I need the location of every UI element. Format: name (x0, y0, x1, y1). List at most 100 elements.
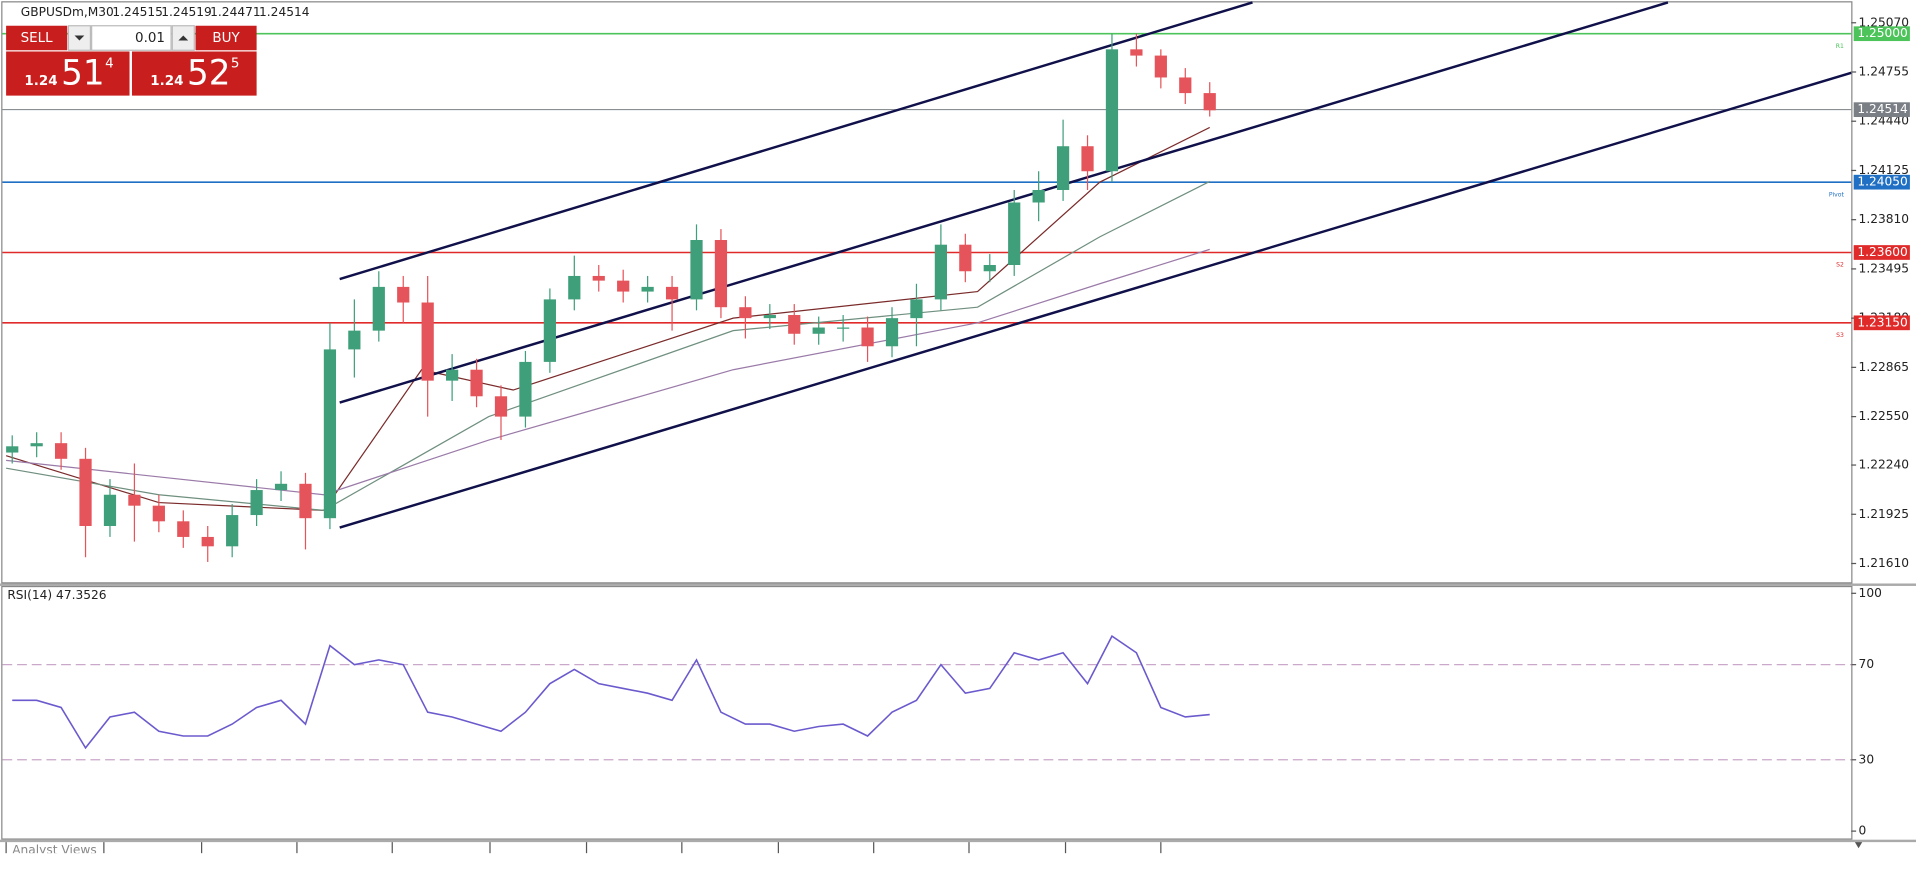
y-tick-label: 1.22240 (1859, 458, 1909, 472)
level-box (1853, 315, 1910, 331)
buy-price-box[interactable] (131, 51, 257, 96)
price-pips: 52 (187, 53, 231, 93)
buy-button[interactable] (195, 25, 257, 51)
candle-body (1154, 55, 1167, 78)
y-tick-label: 30 (1859, 752, 1875, 766)
candle-body (1203, 93, 1216, 111)
candle-body (1081, 146, 1094, 172)
candle-body (1008, 202, 1021, 266)
lot-value: 0.01 (135, 31, 165, 46)
y-tick-label: 1.24755 (1859, 64, 1909, 78)
candle-body (714, 240, 728, 308)
level-box (1853, 26, 1910, 42)
y-tick-label: 1.21925 (1859, 507, 1909, 521)
candle-body (690, 240, 703, 300)
candle-body (641, 286, 654, 292)
separator (0, 839, 1916, 843)
candle-body (494, 396, 508, 417)
candle-body (103, 494, 117, 526)
y-tick-label: 1.23810 (1859, 212, 1909, 226)
ohlc: 1.24519 (161, 5, 211, 19)
candle-body (788, 315, 801, 334)
symbol: GBPUSDm,M30 (21, 5, 114, 19)
candle-body (79, 458, 92, 526)
candle-body (201, 536, 214, 547)
candle-body (421, 302, 434, 381)
candle-body (128, 494, 141, 506)
level-box (1853, 174, 1910, 190)
channel-line (339, 1, 1669, 404)
price-point: 5 (231, 57, 240, 72)
candle-body (519, 361, 532, 417)
candle-body (934, 244, 948, 300)
candle-body (323, 349, 337, 519)
sell-label: SELL (21, 31, 53, 46)
candle-body (543, 299, 556, 362)
y-tick-label: 1.25070 (1859, 15, 1909, 29)
candle-body (763, 315, 776, 319)
ohlc: 1.24515 (112, 5, 162, 19)
candle-body (54, 443, 68, 459)
arrow (74, 35, 85, 41)
ohlc: 1.24471 (210, 5, 260, 19)
y-tick-label: 70 (1859, 657, 1875, 671)
channel-line (339, 1, 1253, 281)
candle-body (152, 505, 165, 522)
candle-body (739, 307, 752, 319)
y-tick-label: 1.22865 (1859, 360, 1909, 374)
level-label: 1.24050 (1857, 175, 1907, 189)
candle-body (665, 286, 679, 300)
level-box (1853, 102, 1910, 118)
sell-button[interactable] (6, 25, 68, 51)
price-big: 1.24 (150, 74, 183, 89)
candle-body (372, 286, 385, 331)
candle-body (617, 280, 630, 292)
candle-body (1032, 189, 1045, 203)
ohlc: 1.24514 (259, 5, 310, 19)
channel-line (339, 71, 1852, 529)
y-tick-label: 1.24440 (1859, 114, 1909, 128)
candle-body (592, 275, 605, 281)
buy-label: BUY (212, 31, 240, 46)
candle-body (177, 521, 190, 537)
candle-body (299, 483, 312, 519)
candle-body (910, 299, 923, 319)
rsi-line (12, 634, 1210, 750)
level-name: S3 (1836, 332, 1844, 339)
y-tick-label: 1.23495 (1859, 261, 1909, 275)
lot-input[interactable] (91, 25, 172, 51)
candle-body (1130, 49, 1143, 56)
arrow (178, 35, 189, 41)
candle-body (397, 286, 410, 303)
candle-body (470, 369, 483, 397)
level-box (1853, 245, 1910, 260)
candle-body (226, 515, 239, 547)
level-label: 1.25000 (1857, 26, 1907, 40)
candle-body (1056, 146, 1070, 190)
candle-body (861, 327, 874, 347)
moving-average (5, 126, 1210, 511)
arrow (1854, 842, 1863, 849)
trade-panel: SELL 0.01 BUY 1.24 51 4 1.24 52 5 (6, 25, 257, 96)
rsi-title: RSI(14) 47.3526 (7, 588, 106, 602)
level-name: Pivot (1829, 191, 1845, 198)
candle-body (6, 446, 19, 453)
candle-body (348, 330, 361, 350)
main-frame (1, 1, 1853, 584)
moving-average (6, 180, 1210, 511)
price-point: 4 (105, 57, 114, 72)
price-pips: 51 (61, 53, 105, 93)
candle-body (959, 244, 972, 272)
candle-body (812, 327, 825, 334)
y-tick-label: 100 (1859, 586, 1882, 600)
candle-body (1105, 49, 1119, 172)
level-label: 1.23600 (1857, 245, 1907, 259)
candle-body (274, 483, 288, 491)
candle-body (1179, 77, 1192, 94)
candle-body (885, 318, 899, 347)
sell-price-box[interactable] (6, 51, 130, 96)
y-tick-label: 1.21610 (1859, 556, 1909, 570)
